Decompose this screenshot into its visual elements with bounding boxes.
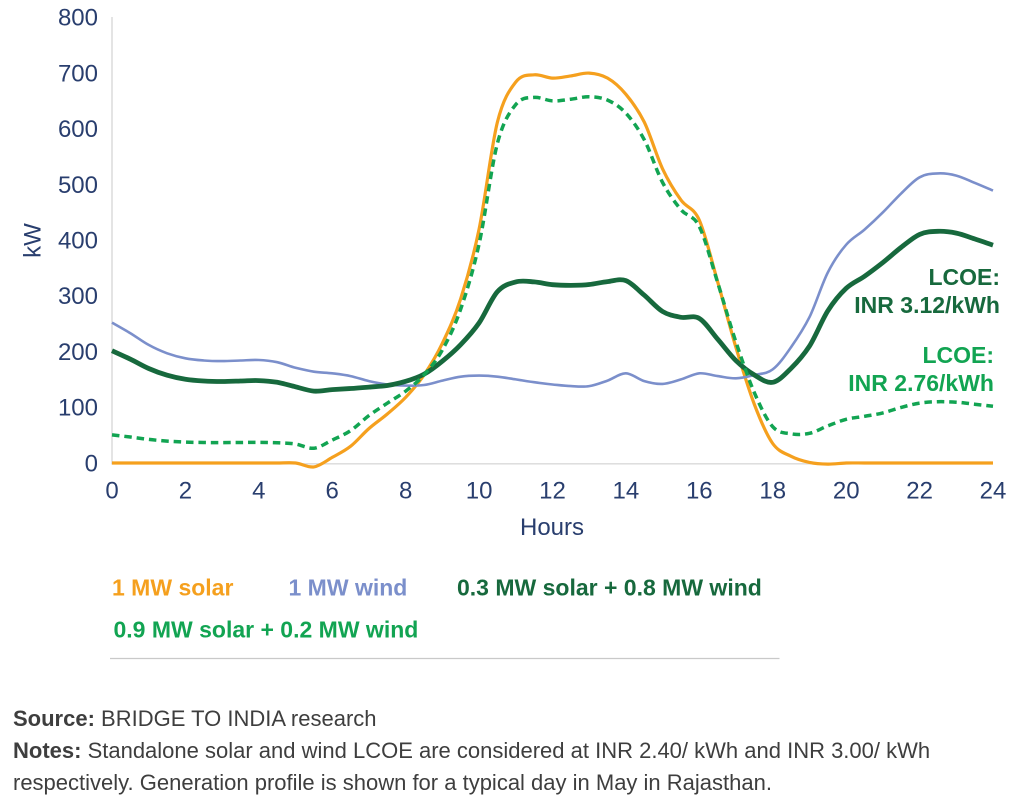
svg-text:0: 0 xyxy=(105,478,118,505)
svg-text:0: 0 xyxy=(85,450,98,477)
svg-text:600: 600 xyxy=(58,116,98,143)
svg-text:kW: kW xyxy=(20,223,47,258)
svg-text:12: 12 xyxy=(539,478,566,505)
svg-text:22: 22 xyxy=(906,478,933,505)
svg-text:14: 14 xyxy=(613,478,640,505)
svg-text:INR 2.76/kWh: INR 2.76/kWh xyxy=(848,370,994,396)
svg-text:2: 2 xyxy=(179,478,192,505)
svg-text:20: 20 xyxy=(833,478,860,505)
svg-text:1 MW solar: 1 MW solar xyxy=(112,575,233,601)
svg-text:respectively. Generation profi: respectively. Generation profile is show… xyxy=(13,770,772,795)
svg-text:100: 100 xyxy=(58,395,98,422)
svg-text:500: 500 xyxy=(58,172,98,199)
svg-text:10: 10 xyxy=(466,478,493,505)
svg-text:16: 16 xyxy=(686,478,713,505)
svg-text:Notes: Standalone solar and wi: Notes: Standalone solar and wind LCOE ar… xyxy=(13,738,930,763)
svg-text:18: 18 xyxy=(759,478,786,505)
svg-text:24: 24 xyxy=(980,478,1007,505)
svg-text:8: 8 xyxy=(399,478,412,505)
svg-text:400: 400 xyxy=(58,228,98,255)
svg-text:800: 800 xyxy=(58,5,98,32)
svg-text:LCOE:: LCOE: xyxy=(922,342,994,368)
svg-text:0.3 MW solar + 0.8 MW wind: 0.3 MW solar + 0.8 MW wind xyxy=(457,575,762,601)
svg-text:6: 6 xyxy=(326,478,339,505)
svg-text:1 MW wind: 1 MW wind xyxy=(289,575,408,601)
svg-text:0.9 MW solar + 0.2 MW wind: 0.9 MW solar + 0.2 MW wind xyxy=(114,617,419,643)
svg-text:200: 200 xyxy=(58,339,98,366)
svg-text:300: 300 xyxy=(58,283,98,310)
svg-text:LCOE:: LCOE: xyxy=(928,264,1000,290)
svg-text:INR 3.12/kWh: INR 3.12/kWh xyxy=(854,292,1000,318)
svg-text:4: 4 xyxy=(252,478,265,505)
svg-text:Source: BRIDGE TO INDIA resear: Source: BRIDGE TO INDIA research xyxy=(13,706,377,731)
svg-text:700: 700 xyxy=(58,60,98,87)
svg-text:Hours: Hours xyxy=(520,514,584,541)
